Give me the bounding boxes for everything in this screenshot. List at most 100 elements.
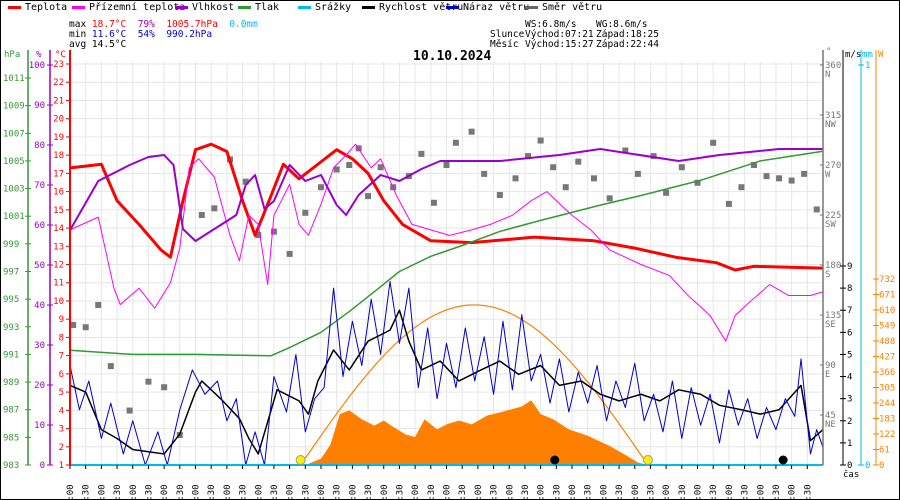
series-tlak: [69, 150, 824, 357]
x-tick-label: 13:30: [490, 484, 500, 500]
direction-compass-label: NE: [825, 420, 836, 430]
temperature-tick-label: 11: [53, 279, 64, 289]
wind-direction-point: [211, 205, 218, 212]
x-tick-label: 08:30: [333, 484, 343, 500]
direction-compass-label: NW: [825, 120, 836, 130]
wind-direction-point: [776, 175, 783, 182]
direction-tick-label: 45: [825, 411, 836, 421]
wind-direction-point: [452, 139, 459, 146]
wind-direction-point: [82, 324, 89, 331]
humidity-tick-label: 10: [34, 421, 45, 431]
legend-swatch: [525, 6, 538, 9]
wind-direction-point: [788, 177, 795, 184]
solar-tick-label: 366: [879, 368, 895, 378]
direction-tick-label: 135: [825, 311, 841, 321]
wind-direction-point: [255, 232, 262, 238]
wind-direction-point: [634, 170, 641, 177]
pressure-tick-label: 1009: [3, 102, 25, 112]
x-tick-label: 19:00: [662, 484, 672, 500]
rain-tick-label: 0: [865, 461, 870, 471]
direction-tick-label: 315: [825, 111, 841, 121]
humidity-tick-label: 20: [34, 381, 45, 391]
x-tick-label: 21:00: [725, 484, 735, 500]
wind-direction-point: [725, 200, 732, 207]
wind-direction-point: [286, 250, 293, 257]
legend-item: Náraz větru: [446, 2, 529, 13]
direction-compass-label: N: [825, 70, 830, 80]
wind-direction-point: [333, 166, 340, 173]
temperature-tick-label: 12: [53, 261, 64, 271]
moonrise-marker: [550, 455, 560, 465]
sunrise-marker: [295, 455, 306, 465]
pressure-tick-label: 1005: [3, 157, 25, 167]
min-humidity: 54%: [137, 29, 155, 40]
max-rain: 0.0mm: [229, 19, 258, 30]
wind-direction-point: [481, 170, 488, 177]
direction-compass-label: S: [825, 270, 830, 280]
wind-direction-point: [318, 184, 324, 191]
wind-direction-point: [95, 302, 102, 308]
humidity-unit: %: [36, 50, 42, 60]
pressure-tick-label: 989: [3, 378, 19, 388]
humidity-tick-label: 90: [34, 101, 45, 111]
humidity-tick-label: 70: [34, 181, 45, 191]
x-tick-label: 15:00: [537, 484, 547, 500]
min-temp: 11.6°C: [91, 29, 127, 40]
legend-item: Přízemní teplota: [72, 2, 185, 13]
humidity-tick-label: 40: [34, 301, 45, 311]
pressure-tick-label: 1011: [3, 74, 25, 84]
legend-label: Teplota: [25, 2, 68, 13]
stats-max: max 18.7°C 79% 1005.7hPa 0.0mm: [69, 19, 258, 30]
humidity-tick-label: 80: [34, 141, 45, 151]
legend-swatch: [298, 6, 311, 9]
x-tick-label: 16:00: [568, 484, 578, 500]
x-tick-label: 02:00: [129, 484, 139, 500]
temperature-tick-label: 9: [59, 315, 64, 325]
direction-tick-label: 360: [825, 61, 841, 71]
solar-tick-label: 305: [879, 384, 895, 394]
x-tick-label: 05:00: [223, 484, 233, 500]
x-tick-label: 08:00: [317, 484, 327, 500]
solar-tick-label: 244: [879, 399, 895, 409]
pressure-tick-label: 987: [3, 406, 19, 416]
x-tick-label: 15:30: [552, 484, 562, 500]
series-p-zemn-teplota: [69, 143, 824, 342]
series-teplota: [69, 142, 824, 272]
solar-tick-label: 183: [879, 415, 895, 425]
sunrise: Východ:07:21: [525, 29, 594, 40]
wind-direction-point: [377, 164, 384, 171]
rain-unit: mm: [862, 50, 873, 60]
legend-swatch: [8, 6, 21, 9]
x-tick-label: 23:00: [788, 484, 798, 500]
x-tick-label: 11:00: [411, 484, 421, 500]
min-pressure: 990.2hPa: [166, 29, 213, 40]
temperature-tick-label: 1: [59, 461, 64, 471]
legend-swatch: [72, 6, 85, 9]
sun-label: Slunce: [490, 29, 525, 40]
max-humidity: 79%: [137, 19, 155, 30]
wind-direction-point: [346, 162, 353, 168]
wind-direction-point: [198, 212, 205, 218]
wind-speed-max: WS:6.8m/s: [525, 19, 577, 30]
series-vlhkost: [69, 148, 823, 242]
legend-label: Přízemní teplota: [89, 2, 186, 13]
legend-label: Rychlost větru: [379, 2, 464, 13]
max-temp: 18.7°C: [91, 19, 127, 30]
legend-label: Tlak: [255, 2, 280, 13]
legend-item: Srážky: [298, 2, 351, 13]
clear-sky-radiation-line: [300, 304, 647, 466]
x-tick-label: 00:00: [66, 484, 76, 500]
wind-direction-point: [663, 189, 670, 196]
x-tick-label: 14:00: [505, 484, 515, 500]
moon-label: Měsíc: [490, 39, 519, 50]
x-tick-label: 12:30: [458, 484, 468, 500]
wind-direction-point: [525, 153, 532, 160]
temperature-tick-label: 10: [53, 297, 64, 307]
direction-compass-label: SE: [825, 320, 836, 330]
temperature-tick-label: 19: [53, 133, 64, 143]
temperature-tick-label: 17: [53, 169, 64, 179]
pressure-tick-label: 999: [3, 240, 19, 250]
solar-unit: W: [878, 50, 884, 60]
wind-direction-point: [418, 150, 425, 157]
wind-direction-point: [813, 206, 820, 213]
